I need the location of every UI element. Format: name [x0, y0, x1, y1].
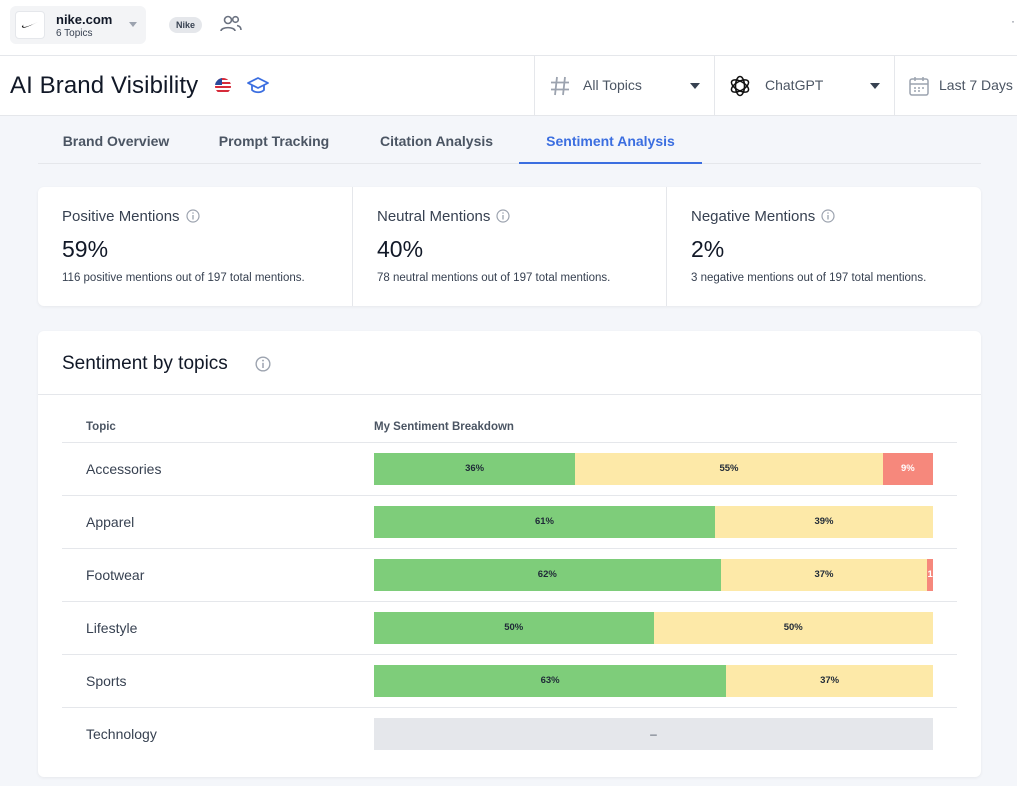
- model-filter[interactable]: ChatGPT: [714, 56, 895, 116]
- positive-segment[interactable]: 50%: [374, 612, 654, 644]
- chevron-down-icon: [690, 83, 700, 89]
- topic-name: Accessories: [86, 461, 162, 477]
- positive-segment[interactable]: 61%: [374, 506, 715, 538]
- sentiment-bar[interactable]: 50% 50%: [374, 612, 933, 644]
- model-filter-label: ChatGPT: [765, 77, 824, 93]
- table-row[interactable]: Accessories 36% 55% 9%: [62, 443, 957, 496]
- table-row[interactable]: Lifestyle 50% 50%: [62, 602, 957, 655]
- negative-mentions-card: Negative Mentions 2% 3 negative mentions…: [666, 187, 981, 306]
- info-icon[interactable]: [821, 209, 835, 223]
- sentiment-bar[interactable]: 62% 37% 1: [374, 559, 933, 591]
- nike-logo-icon: [15, 11, 45, 39]
- topic-name: Sports: [86, 673, 127, 689]
- tab-brand-overview[interactable]: Brand Overview: [62, 133, 170, 149]
- topic-name: Footwear: [86, 567, 145, 583]
- positive-segment[interactable]: 63%: [374, 665, 727, 697]
- us-flag-icon: [214, 77, 232, 100]
- positive-segment[interactable]: 36%: [374, 453, 576, 485]
- info-icon[interactable]: [185, 209, 200, 223]
- negative-segment[interactable]: 1: [927, 559, 933, 591]
- tab-bar: Brand Overview Prompt Tracking Citation …: [38, 118, 981, 164]
- table-row[interactable]: Apparel 61% 39%: [62, 496, 957, 549]
- sentiment-bar[interactable]: 63% 37%: [374, 665, 933, 697]
- brand-selector[interactable]: nike.com 6 Topics: [10, 6, 146, 44]
- metric-description: 3 negative mentions out of 197 total men…: [691, 272, 927, 284]
- metric-value: 40%: [377, 236, 424, 262]
- sentiment-metrics: Positive Mentions 59% 116 positive menti…: [38, 187, 981, 306]
- metric-value: 2%: [691, 236, 725, 262]
- table-header: Topic My Sentiment Breakdown: [62, 411, 957, 443]
- graduation-cap-icon[interactable]: [246, 75, 270, 102]
- metric-label: Negative Mentions: [691, 208, 816, 225]
- negative-segment[interactable]: 9%: [882, 453, 933, 485]
- neutral-segment[interactable]: 39%: [714, 506, 933, 538]
- neutral-segment[interactable]: 37%: [720, 559, 928, 591]
- metric-description: 78 neutral mentions out of 197 total men…: [377, 272, 611, 284]
- info-icon[interactable]: [496, 209, 510, 223]
- column-header-topic: Topic: [86, 421, 116, 433]
- users-icon[interactable]: [219, 14, 243, 39]
- tab-citation-analysis[interactable]: Citation Analysis: [379, 133, 494, 149]
- metric-value: 59%: [62, 236, 109, 262]
- date-filter[interactable]: Last 7 Days: [894, 56, 1017, 116]
- page-title: AI Brand Visibility: [10, 72, 199, 99]
- topic-name: Lifestyle: [86, 620, 138, 636]
- info-icon[interactable]: [255, 356, 271, 372]
- topics-filter[interactable]: All Topics: [534, 56, 715, 116]
- topic-name: Technology: [86, 726, 157, 742]
- column-header-breakdown: My Sentiment Breakdown: [374, 421, 514, 433]
- metric-label: Positive Mentions: [62, 208, 180, 225]
- neutral-segment[interactable]: 50%: [653, 612, 933, 644]
- metric-label: Neutral Mentions: [377, 208, 491, 225]
- calendar-icon: [909, 77, 929, 96]
- hash-icon: [551, 76, 569, 96]
- brand-name: nike.com: [56, 12, 113, 27]
- card-header: Sentiment by topics: [38, 331, 981, 395]
- neutral-segment[interactable]: 37%: [726, 665, 933, 697]
- sentiment-bar[interactable]: –: [374, 718, 933, 750]
- chevron-down-icon: [870, 83, 880, 89]
- positive-mentions-card: Positive Mentions 59% 116 positive menti…: [38, 187, 352, 306]
- neutral-segment[interactable]: 55%: [575, 453, 883, 485]
- brand-tag: Nike: [169, 17, 203, 33]
- more-icon[interactable]: ·: [1011, 14, 1015, 28]
- sentiment-bar[interactable]: 36% 55% 9%: [374, 453, 933, 485]
- openai-icon: [730, 75, 750, 97]
- sentiment-by-topics-card: Sentiment by topics Topic My Sentiment B…: [38, 331, 981, 777]
- table-row[interactable]: Technology –: [62, 708, 957, 761]
- page-header: AI Brand Visibility All Topics: [0, 56, 1017, 116]
- table-row[interactable]: Footwear 62% 37% 1: [62, 549, 957, 602]
- tab-sentiment-analysis[interactable]: Sentiment Analysis: [519, 118, 702, 164]
- neutral-mentions-card: Neutral Mentions 40% 78 neutral mentions…: [352, 187, 666, 306]
- date-filter-label: Last 7 Days: [939, 77, 1013, 93]
- topics-filter-label: All Topics: [583, 77, 642, 93]
- metric-description: 116 positive mentions out of 197 total m…: [62, 272, 305, 284]
- table-row[interactable]: Sports 63% 37%: [62, 655, 957, 708]
- tab-prompt-tracking[interactable]: Prompt Tracking: [218, 133, 330, 149]
- card-title: Sentiment by topics: [62, 353, 228, 374]
- topic-name: Apparel: [86, 514, 135, 530]
- chevron-down-icon: [129, 22, 137, 27]
- top-bar: nike.com 6 Topics Nike ·: [0, 0, 1017, 56]
- brand-topic-count: 6 Topics: [56, 28, 93, 39]
- positive-segment[interactable]: 62%: [374, 559, 721, 591]
- sentiment-bar[interactable]: 61% 39%: [374, 506, 933, 538]
